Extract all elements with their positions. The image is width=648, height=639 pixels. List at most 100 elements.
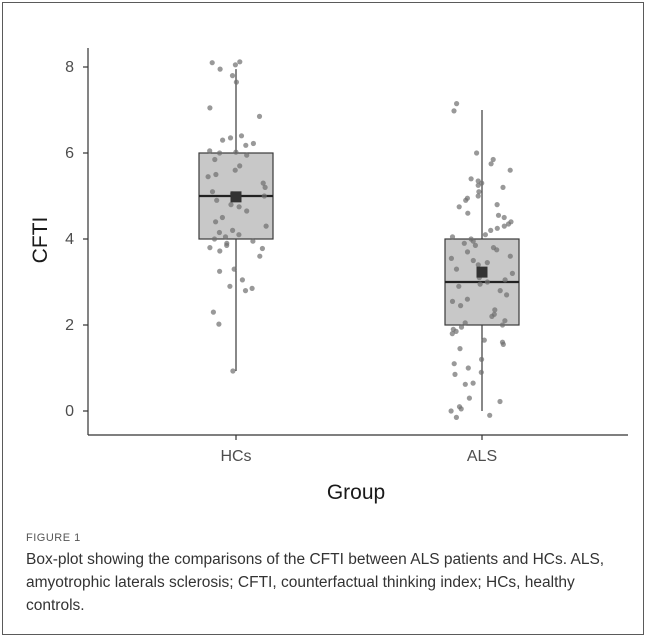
data-point <box>504 292 510 298</box>
data-point <box>249 285 255 291</box>
data-point <box>209 189 216 195</box>
data-point <box>462 381 468 387</box>
data-point <box>457 346 463 352</box>
data-point <box>482 232 488 238</box>
data-point <box>233 149 239 155</box>
data-point <box>502 318 508 324</box>
data-point <box>229 73 236 79</box>
y-tick-label: 4 <box>65 231 74 248</box>
data-point <box>461 240 467 246</box>
y-tick-label: 2 <box>65 317 74 334</box>
data-point <box>259 245 265 252</box>
data-point <box>466 395 472 401</box>
data-point <box>475 193 481 199</box>
data-point <box>458 324 465 330</box>
caption-text: Box-plot showing the comparisons of the … <box>26 551 605 614</box>
data-point <box>507 253 513 259</box>
jitter-points <box>205 59 515 420</box>
data-point <box>233 79 239 85</box>
data-point <box>448 408 454 414</box>
data-point <box>220 137 226 143</box>
data-point <box>448 255 454 261</box>
y-tick-label: 6 <box>65 145 74 162</box>
data-point <box>468 176 474 182</box>
y-tick-label: 0 <box>65 403 74 420</box>
y-axis-title: CFTI <box>29 217 52 264</box>
x-tick-label: ALS <box>467 448 497 465</box>
data-point <box>507 167 513 173</box>
data-point <box>216 321 222 327</box>
data-point <box>237 163 243 169</box>
data-point <box>217 248 223 254</box>
data-point <box>456 204 462 210</box>
data-point <box>214 197 220 203</box>
data-point <box>479 356 485 362</box>
data-point <box>244 152 250 158</box>
data-point <box>449 234 456 240</box>
data-point <box>207 245 213 251</box>
data-point <box>470 238 476 244</box>
data-point <box>222 234 229 240</box>
data-point <box>509 270 515 276</box>
x-axis-title: Group <box>327 481 385 504</box>
data-point <box>499 322 506 328</box>
data-point <box>500 184 506 190</box>
data-point <box>500 341 506 347</box>
data-point <box>219 214 225 221</box>
data-point <box>250 140 256 147</box>
data-point <box>453 414 459 420</box>
data-point <box>227 135 234 141</box>
data-point <box>236 204 242 210</box>
data-point <box>238 133 245 139</box>
data-point <box>243 142 249 148</box>
data-point <box>227 283 233 289</box>
data-point <box>211 236 218 242</box>
data-point <box>224 242 230 248</box>
data-point <box>261 193 267 199</box>
data-point <box>465 365 471 371</box>
data-point <box>217 66 223 72</box>
data-point <box>501 214 507 221</box>
data-point <box>205 174 211 180</box>
data-point <box>484 260 490 266</box>
data-point <box>209 60 215 66</box>
data-point <box>458 303 464 309</box>
data-point <box>449 298 456 304</box>
data-point <box>453 328 459 334</box>
x-tick-label: HCs <box>220 448 251 465</box>
data-point <box>464 249 471 255</box>
data-point <box>501 223 507 229</box>
data-point <box>484 279 490 285</box>
data-point <box>232 62 238 68</box>
data-point <box>230 368 236 374</box>
data-point <box>487 412 493 418</box>
data-point <box>495 212 502 218</box>
data-point <box>217 150 223 156</box>
data-point <box>488 227 494 233</box>
data-point <box>497 398 503 405</box>
y-tick-label: 8 <box>65 59 74 76</box>
data-point <box>207 105 213 111</box>
data-point <box>470 380 476 386</box>
data-point <box>236 232 242 238</box>
mean-marker <box>230 191 242 203</box>
data-point <box>454 101 460 107</box>
data-point <box>453 266 460 272</box>
data-point <box>250 238 256 244</box>
data-point <box>494 247 500 253</box>
data-point <box>217 268 223 274</box>
figure-label: FIGURE 1 <box>26 532 81 544</box>
data-point <box>212 156 218 163</box>
data-point <box>228 202 234 208</box>
data-point <box>478 369 484 375</box>
data-point <box>237 59 243 65</box>
data-point <box>456 283 462 289</box>
mean-marker <box>476 266 488 278</box>
data-point <box>452 371 458 377</box>
data-point <box>477 281 483 287</box>
data-point <box>464 296 470 302</box>
data-point <box>470 257 476 264</box>
data-point <box>494 202 500 208</box>
data-point <box>256 113 263 119</box>
data-point <box>474 150 480 156</box>
